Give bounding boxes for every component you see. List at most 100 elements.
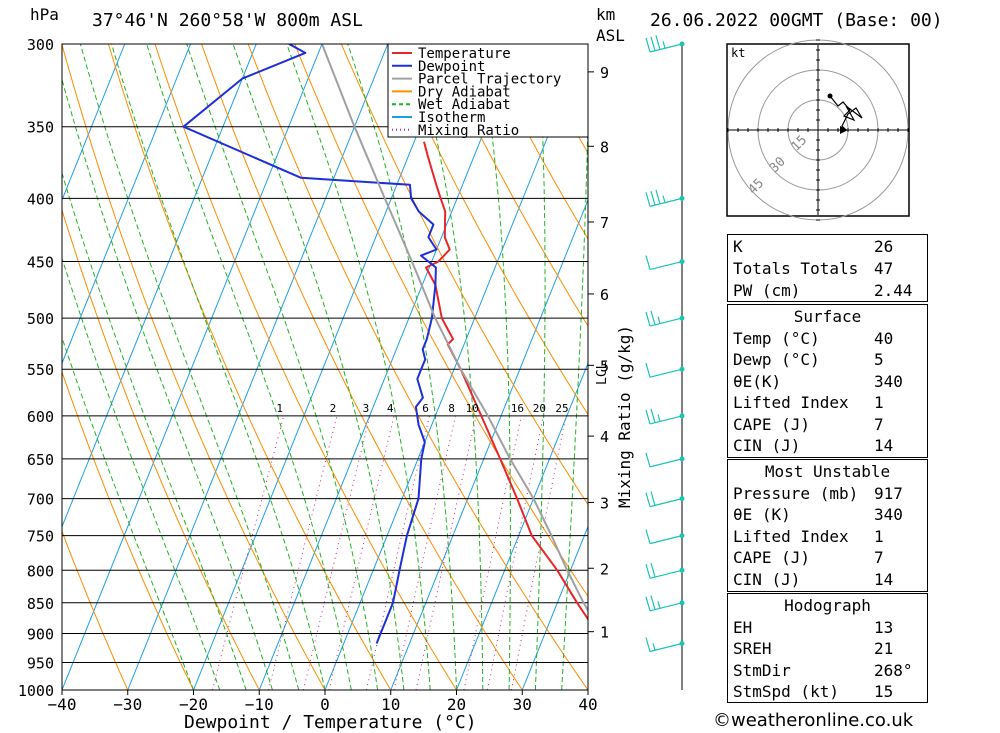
wind-barb-staff: [649, 197, 683, 207]
hodo-value: 21: [874, 639, 894, 658]
km-tick-label: 8: [600, 138, 609, 156]
wind-barb-flag: [645, 363, 651, 378]
hodograph-row: StmDir 268°: [728, 660, 927, 681]
km-tick-label: 2: [600, 560, 609, 578]
temperature-tick-label: −30: [113, 695, 142, 714]
wind-barb-staff: [649, 317, 683, 327]
credit-link[interactable]: ©weatheronline.co.uk: [713, 710, 914, 731]
hodograph-row: EH 13: [728, 617, 927, 638]
x-axis-title: Dewpoint / Temperature (°C): [184, 712, 477, 733]
wet-adiabat-line: [347, 44, 457, 690]
wet-adiabat-line: [534, 44, 546, 690]
legend-label: Isotherm: [418, 110, 485, 126]
isotherm-line: [390, 198, 588, 690]
mixing-ratio-tick-label: 16: [511, 402, 524, 415]
hodograph-title: Hodograph: [784, 596, 871, 615]
surface-label: Dewp (°C): [733, 350, 820, 369]
temperature-tick-label: 40: [578, 695, 597, 714]
dry-adiabat-line: [201, 44, 523, 690]
isotherm-line: [62, 44, 191, 365]
most-unstable-row: Lifted Index 1: [728, 526, 927, 547]
pressure-tick-label: 500: [27, 310, 54, 328]
surface-value: 40: [874, 329, 894, 348]
wind-barbs: [645, 35, 685, 690]
km-tick-label: 9: [600, 64, 609, 82]
mixing-ratio-tick-label: 3: [363, 402, 370, 415]
isotherm-line: [324, 44, 586, 690]
pressure-tick-label: 750: [27, 528, 54, 546]
series-line-dewpoint: [182, 44, 438, 644]
hodograph-row: StmSpd (kt) 15: [728, 681, 927, 702]
wind-barb-flag: [650, 190, 656, 206]
hodo-value: 15: [874, 682, 894, 701]
wind-barb-flag: [645, 529, 651, 544]
plot-border: [61, 43, 589, 691]
pressure-tick-label: 300: [27, 36, 54, 54]
wind-barb-flag: [645, 596, 651, 611]
wind-barb-flag: [650, 491, 656, 506]
wet-adiabat-line: [561, 95, 588, 690]
wet-adiabat-line: [62, 171, 247, 690]
wind-barb-staff: [649, 415, 683, 425]
hodograph-start-dot: [827, 93, 833, 99]
wind-barb-staff: [649, 642, 683, 653]
mu-label: CIN (J): [733, 570, 801, 589]
surface-label: CAPE (J): [733, 415, 811, 434]
totals-totals-value: 47: [874, 259, 894, 278]
wind-barb-staff: [649, 535, 683, 545]
basic-indices-table: K 26 Totals Totals 47 PW (cm) 2.44: [727, 234, 928, 302]
wind-barb-flag: [645, 255, 651, 270]
hodo-label: SREH: [733, 639, 772, 658]
pressure-tick-label: 450: [27, 254, 54, 272]
mu-label: Lifted Index: [733, 527, 849, 546]
pressure-tick-label: 800: [27, 562, 54, 580]
wind-barb-flag: [650, 562, 656, 578]
isotherm-line: [258, 44, 520, 690]
legend-label: Mixing Ratio: [418, 123, 519, 139]
wind-barb-half-flag: [662, 195, 666, 203]
storm-motion-arrow: [840, 126, 848, 134]
mixing-ratio-line: [302, 415, 371, 690]
pressure-tick-label: 600: [27, 408, 54, 426]
wet-adiabat-line: [79, 44, 300, 690]
wind-barb-staff: [649, 569, 683, 579]
legend-label: Temperature: [418, 46, 511, 62]
surface-label: θE(K): [733, 372, 782, 391]
wind-barb-half-flag: [657, 601, 661, 609]
legend-label: Dry Adiabat: [418, 84, 511, 100]
pw-value: 2.44: [874, 281, 913, 300]
most-unstable-table: Most Unstable Pressure (mb) 917 θE (K) 340…: [727, 459, 928, 592]
pressure-tick-label: 650: [27, 451, 54, 469]
surface-row: Dewp (°C) 5: [728, 349, 927, 370]
wind-barb-flag: [645, 37, 651, 53]
surface-row: Temp (°C) 40: [728, 328, 927, 349]
wind-barb-flag: [650, 595, 656, 610]
most-unstable-row: CAPE (J) 7: [728, 547, 927, 568]
hodo-value: 268°: [874, 661, 913, 680]
hpa-label: hPa: [30, 5, 59, 24]
mu-label: Pressure (mb): [733, 484, 859, 503]
wind-barb-flag: [645, 492, 651, 507]
series-line-parcel-trajectory: [321, 44, 588, 613]
wet-adiabat-line: [286, 44, 431, 690]
wind-barb-half-flag: [657, 414, 661, 422]
surface-value: 5: [874, 350, 884, 369]
wind-barb-staff: [649, 458, 683, 468]
hodograph-unit-label: kt: [731, 46, 745, 60]
lcl-label: LCL: [595, 361, 610, 385]
wind-barb-flag: [645, 409, 651, 425]
km-tick-label: 7: [600, 214, 609, 232]
wind-barb-staff: [649, 498, 683, 508]
mu-value: 14: [874, 570, 894, 589]
km-label: km: [596, 5, 615, 24]
dry-adiabat-line: [480, 44, 588, 240]
dry-adiabat-line: [62, 529, 129, 690]
mixing-ratio-line: [415, 415, 477, 690]
mixing-ratio-tick-label: 4: [387, 402, 394, 415]
surface-row: Lifted Index 1: [728, 392, 927, 413]
wind-barb-flag: [645, 311, 651, 327]
most-unstable-row: CIN (J) 14: [728, 569, 927, 590]
